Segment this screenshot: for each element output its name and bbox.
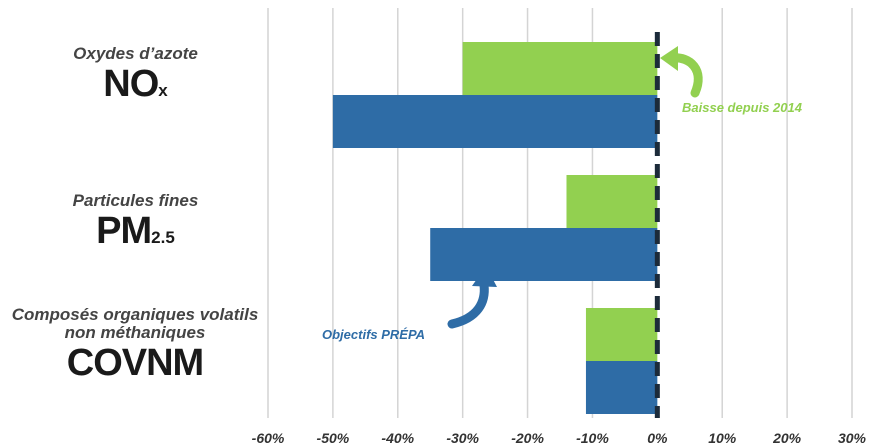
category-label-nox: Oxydes d’azote NOx [8,44,263,112]
bar-series-1-1 [430,228,658,281]
category-label-covnm: Composés organiques volatils non méthani… [4,306,266,391]
bar-series-0-0 [462,42,658,95]
x-tick-label: -20% [511,430,544,446]
x-tick-label: 20% [772,430,802,446]
bar-series-1-2 [585,361,658,414]
category-code-main: COVNM [66,342,204,384]
annotation-label-green: Baisse depuis 2014 [682,100,803,115]
category-name: Composés organiques volatils non méthani… [11,305,259,342]
category-code-sub: 2.5 [151,228,175,247]
category-name: Particules fines [72,191,199,210]
annotation-arrow-blue [447,280,489,329]
x-tick-label: 30% [838,430,867,446]
category-code: NOx [8,63,263,112]
annotation-arrowhead-blue [472,266,497,287]
category-code-sub: x [158,81,168,100]
x-tick-label: -30% [446,430,479,446]
x-tick-label: -10% [576,430,609,446]
x-tick-label: 0% [647,430,668,446]
category-name: Oxydes d’azote [73,44,198,63]
category-code-main: NO [103,63,159,105]
category-code: COVNM [4,342,266,391]
x-tick-label: -40% [381,430,414,446]
category-code: PM2.5 [8,210,263,259]
bar-series-0-1 [566,175,658,228]
bar-series-0-2 [585,308,658,361]
x-tick-label: -60% [252,430,285,446]
x-tick-label: 10% [708,430,737,446]
annotation-arrowhead-green [660,46,678,71]
category-code-main: PM [96,210,152,252]
annotation-label-blue: Objectifs PRÉPA [322,327,425,342]
bar-series-1-0 [332,95,658,148]
category-label-pm25: Particules fines PM2.5 [8,191,263,259]
x-tick-label: -50% [317,430,350,446]
